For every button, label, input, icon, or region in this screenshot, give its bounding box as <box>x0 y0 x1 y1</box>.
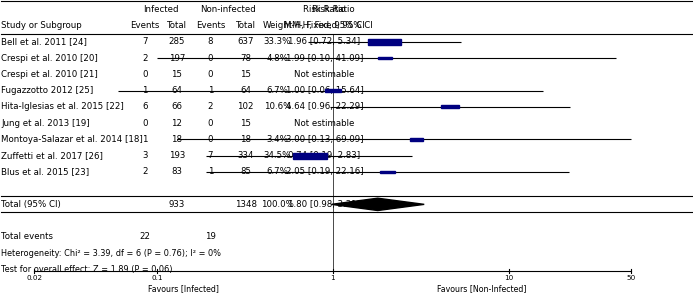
Text: 7: 7 <box>208 151 213 160</box>
Text: Bell et al. 2011 [24]: Bell et al. 2011 [24] <box>1 38 87 47</box>
Text: 15: 15 <box>240 119 252 128</box>
Bar <box>410 138 423 141</box>
Text: 64: 64 <box>240 86 252 95</box>
Text: Test for overall effect: Z = 1.89 (P = 0.06): Test for overall effect: Z = 1.89 (P = 0… <box>1 265 173 274</box>
Text: 12: 12 <box>171 119 182 128</box>
Text: 102: 102 <box>238 103 254 111</box>
Text: 22: 22 <box>139 232 150 241</box>
Text: 1.80 [0.98, 3.31]: 1.80 [0.98, 3.31] <box>288 200 360 209</box>
Text: 0: 0 <box>208 119 213 128</box>
Text: Not estimable: Not estimable <box>295 119 355 128</box>
Text: 637: 637 <box>238 38 254 47</box>
Text: 1: 1 <box>208 167 213 176</box>
Text: Total events: Total events <box>1 232 53 241</box>
Text: Montoya-Salazar et al. 2014 [18]: Montoya-Salazar et al. 2014 [18] <box>1 135 143 144</box>
Text: 0: 0 <box>142 70 148 79</box>
Text: Hita-Iglesias et al. 2015 [22]: Hita-Iglesias et al. 2015 [22] <box>1 103 124 111</box>
Text: 6: 6 <box>142 103 148 111</box>
Text: Risk Ratio: Risk Ratio <box>303 5 346 14</box>
Text: 4.8%: 4.8% <box>267 54 288 63</box>
Text: Blus et al. 2015 [23]: Blus et al. 2015 [23] <box>1 167 89 176</box>
Text: 1.00 [0.06, 15.64]: 1.00 [0.06, 15.64] <box>286 86 363 95</box>
Text: Risk Ratio: Risk Ratio <box>312 5 354 14</box>
Text: 15: 15 <box>240 70 252 79</box>
Text: Crespi et al. 2010 [21]: Crespi et al. 2010 [21] <box>1 70 98 79</box>
Text: 6.7%: 6.7% <box>267 167 288 176</box>
Text: 4.64 [0.96, 22.29]: 4.64 [0.96, 22.29] <box>286 103 363 111</box>
Text: 78: 78 <box>240 54 252 63</box>
Text: 10.6%: 10.6% <box>264 103 291 111</box>
Text: 1: 1 <box>331 275 335 280</box>
Text: 2.05 [0.19, 22.16]: 2.05 [0.19, 22.16] <box>286 167 363 176</box>
Text: Zuffetti et al. 2017 [26]: Zuffetti et al. 2017 [26] <box>1 151 103 160</box>
Text: Heterogeneity: Chi² = 3.39, df = 6 (P = 0.76); I² = 0%: Heterogeneity: Chi² = 3.39, df = 6 (P = … <box>1 248 221 258</box>
Text: 66: 66 <box>171 103 182 111</box>
Text: Fugazzotto 2012 [25]: Fugazzotto 2012 [25] <box>1 86 94 95</box>
Text: 0.74 [0.19, 2.83]: 0.74 [0.19, 2.83] <box>288 151 360 160</box>
Text: 2: 2 <box>208 103 213 111</box>
Text: 1.96 [0.72, 5.34]: 1.96 [0.72, 5.34] <box>288 38 360 47</box>
Text: Jung et al. 2013 [19]: Jung et al. 2013 [19] <box>1 119 90 128</box>
Text: 19: 19 <box>205 232 216 241</box>
Text: 8: 8 <box>208 38 213 47</box>
Text: Not estimable: Not estimable <box>295 70 355 79</box>
Text: Non-infected: Non-infected <box>200 5 256 14</box>
Text: 1: 1 <box>142 86 148 95</box>
Text: 83: 83 <box>171 167 182 176</box>
Text: 0: 0 <box>208 135 213 144</box>
Bar <box>292 153 327 159</box>
Text: M-H, Fixed, 95% CI: M-H, Fixed, 95% CI <box>292 21 374 30</box>
Text: 197: 197 <box>168 54 185 63</box>
Text: Weight: Weight <box>263 21 292 30</box>
Text: 193: 193 <box>168 151 185 160</box>
Text: 64: 64 <box>171 86 182 95</box>
Text: 10: 10 <box>504 275 514 280</box>
Text: 1.99 [0.10, 41.09]: 1.99 [0.10, 41.09] <box>286 54 363 63</box>
Bar <box>325 89 340 92</box>
Text: Crespi et al. 2010 [20]: Crespi et al. 2010 [20] <box>1 54 98 63</box>
Text: Events: Events <box>130 21 159 30</box>
Text: 1: 1 <box>142 135 148 144</box>
Text: 0: 0 <box>142 119 148 128</box>
Bar <box>441 105 459 108</box>
Text: 34.5%: 34.5% <box>264 151 291 160</box>
Text: Total: Total <box>167 21 186 30</box>
Text: 1: 1 <box>208 86 213 95</box>
Text: 0.02: 0.02 <box>26 275 42 280</box>
Bar <box>380 171 395 173</box>
Text: Total (95% CI): Total (95% CI) <box>1 200 61 209</box>
Text: Events: Events <box>196 21 225 30</box>
Bar <box>378 57 392 59</box>
Text: 18: 18 <box>171 135 182 144</box>
Text: 15: 15 <box>171 70 182 79</box>
Text: 18: 18 <box>240 135 252 144</box>
Text: M-H, Fixed, 95% CI: M-H, Fixed, 95% CI <box>284 21 365 30</box>
Text: Favours [Non-Infected]: Favours [Non-Infected] <box>437 284 527 293</box>
Text: Favours [Infected]: Favours [Infected] <box>148 284 219 293</box>
Text: 85: 85 <box>240 167 252 176</box>
Text: Infected: Infected <box>143 5 179 14</box>
Text: 1348: 1348 <box>235 200 256 209</box>
Text: 0: 0 <box>208 70 213 79</box>
Text: 7: 7 <box>142 38 148 47</box>
Text: 6.7%: 6.7% <box>267 86 288 95</box>
Text: 2: 2 <box>142 167 148 176</box>
Text: 3.4%: 3.4% <box>267 135 288 144</box>
Polygon shape <box>331 198 424 211</box>
Text: 3: 3 <box>142 151 148 160</box>
Text: 3.00 [0.13, 69.09]: 3.00 [0.13, 69.09] <box>286 135 363 144</box>
Text: 0: 0 <box>208 54 213 63</box>
Bar <box>367 39 401 45</box>
Text: Total: Total <box>236 21 256 30</box>
Text: 2: 2 <box>142 54 148 63</box>
Text: 50: 50 <box>626 275 636 280</box>
Text: 0.1: 0.1 <box>151 275 163 280</box>
Text: 33.3%: 33.3% <box>264 38 291 47</box>
Text: 100.0%: 100.0% <box>261 200 294 209</box>
Text: Study or Subgroup: Study or Subgroup <box>1 21 82 30</box>
Text: 334: 334 <box>238 151 254 160</box>
Text: 933: 933 <box>168 200 185 209</box>
Text: 285: 285 <box>168 38 185 47</box>
